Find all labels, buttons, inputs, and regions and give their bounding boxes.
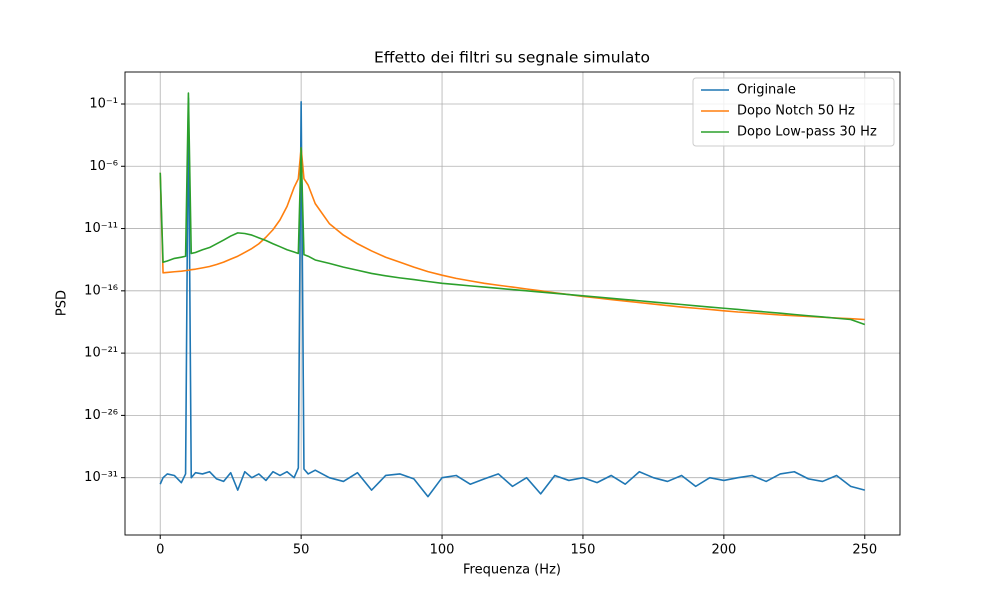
y-tick-label: 10⁻²⁶ — [84, 408, 118, 423]
legend-label: Dopo Low-pass 30 Hz — [737, 125, 877, 140]
y-tick-label: 10⁻¹ — [89, 96, 118, 111]
y-tick-label: 10⁻¹¹ — [84, 221, 118, 236]
x-tick-label: 100 — [430, 543, 455, 558]
y-tick-label: 10⁻³¹ — [84, 470, 118, 485]
plot-frame — [124, 71, 901, 536]
x-tick-label: 250 — [852, 543, 877, 558]
series-line — [159, 97, 865, 498]
y-axis-label: PSD — [55, 290, 70, 316]
legend-box — [692, 77, 895, 147]
series-line — [159, 92, 866, 326]
x-tick-label: 50 — [293, 543, 310, 558]
x-tick-label: 200 — [711, 543, 736, 558]
legend-label: Originale — [737, 83, 796, 98]
legend-label: Dopo Notch 50 Hz — [737, 104, 855, 119]
series-line — [159, 147, 865, 321]
x-tick-label: 0 — [156, 543, 164, 558]
y-tick-label: 10⁻⁶ — [89, 159, 118, 174]
chart-title: Effetto dei filtri su segnale simulato — [374, 49, 650, 67]
x-axis-label: Frequenza (Hz) — [463, 563, 561, 578]
y-tick-label: 10⁻¹⁶ — [84, 283, 118, 298]
y-tick-label: 10⁻²¹ — [84, 346, 118, 361]
x-tick-label: 150 — [571, 543, 596, 558]
